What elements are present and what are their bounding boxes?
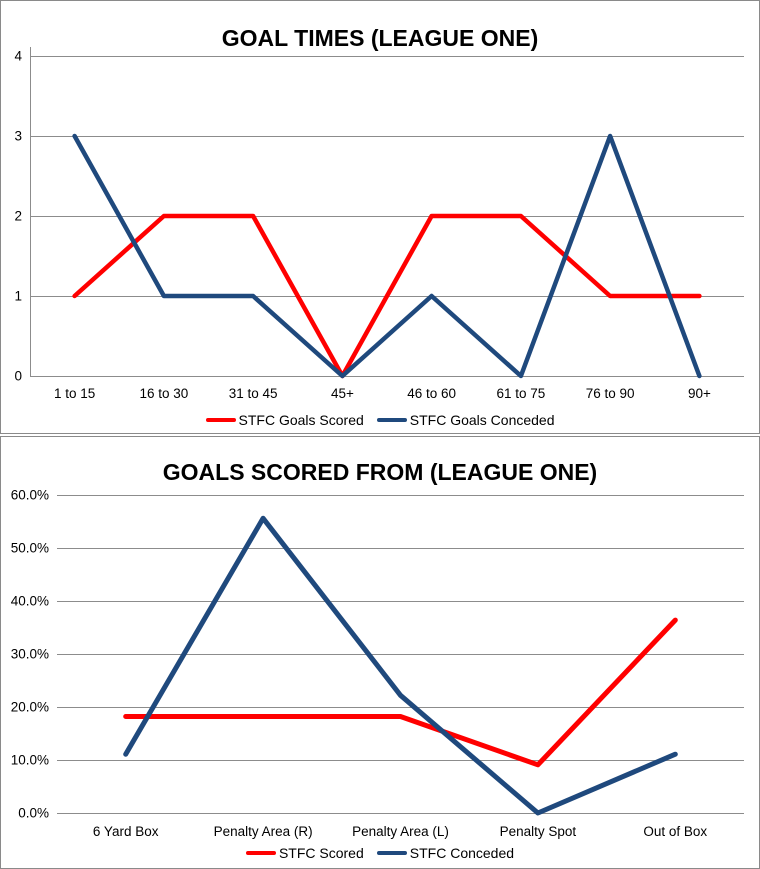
y-tick-label: 10.0% xyxy=(11,753,49,768)
y-tick-label: 30.0% xyxy=(11,647,49,662)
series-line xyxy=(123,617,678,768)
scored-series-swatch xyxy=(205,417,236,423)
x-category-label: 61 to 75 xyxy=(497,386,546,401)
goals-scored-from-legend: STFC Scored STFC Conceded xyxy=(1,845,759,861)
x-category-label: 31 to 45 xyxy=(229,386,278,401)
x-category-label: 1 to 15 xyxy=(54,386,95,401)
legend-item: STFC Goals Conceded xyxy=(376,412,555,428)
goal-times-plot-area: 0 1 2 3 4 1 to 15 16 to 30 31 to 45 45+ 46 to 60 6… xyxy=(14,47,744,401)
legend-label: STFC Conceded xyxy=(409,845,515,861)
x-category-label: 46 to 60 xyxy=(407,386,456,401)
conceded-series-swatch xyxy=(376,850,407,856)
x-category-label: Penalty Area (R) xyxy=(214,824,313,839)
y-tick-label: 1 xyxy=(14,289,22,304)
scored-series-swatch xyxy=(245,850,276,856)
legend-item: STFC Scored xyxy=(245,845,364,861)
x-category-label: Penalty Spot xyxy=(500,824,577,839)
series-line xyxy=(72,133,702,379)
legend-label: STFC Goals Conceded xyxy=(409,412,555,428)
legend-item: STFC Goals Scored xyxy=(205,412,364,428)
legend-label: STFC Goals Scored xyxy=(238,412,364,428)
y-tick-label: 50.0% xyxy=(11,541,49,556)
y-tick-label: 60.0% xyxy=(11,488,49,503)
goals-scored-from-chart-title: GOALS SCORED FROM (LEAGUE ONE) xyxy=(162,459,598,486)
y-tick-label: 40.0% xyxy=(11,594,49,609)
series-line xyxy=(123,515,678,816)
x-category-label: 76 to 90 xyxy=(586,386,635,401)
x-category-label: 16 to 30 xyxy=(140,386,189,401)
y-tick-label: 2 xyxy=(14,209,22,224)
legend-item: STFC Conceded xyxy=(376,845,515,861)
y-tick-label: 4 xyxy=(14,49,22,64)
conceded-series-swatch xyxy=(376,417,407,423)
goal-times-legend: STFC Goals Scored STFC Goals Conceded xyxy=(1,412,759,428)
x-category-label: 90+ xyxy=(688,386,711,401)
legend-label: STFC Scored xyxy=(278,845,364,861)
series-line xyxy=(72,213,702,379)
x-category-label: 6 Yard Box xyxy=(93,824,159,839)
y-tick-label: 0 xyxy=(14,369,22,384)
goal-times-chart-panel: 0 1 2 3 4 1 to 15 16 to 30 31 to 45 45+ 46 to 60 6… xyxy=(0,0,760,434)
y-tick-label: 0.0% xyxy=(18,806,49,821)
goals-scored-from-chart-panel: 0.0% 10.0% 20.0% 30.0% 40.0% 50.0% 60.0% 6 Yard… xyxy=(0,436,760,869)
x-category-label: Out of Box xyxy=(643,824,707,839)
goal-times-chart-title: GOAL TIMES (LEAGUE ONE) xyxy=(221,25,539,52)
goals-scored-from-plot-area: 0.0% 10.0% 20.0% 30.0% 40.0% 50.0% 60.0% 6 Yard… xyxy=(11,488,744,839)
x-category-label: 45+ xyxy=(331,386,354,401)
y-tick-label: 20.0% xyxy=(11,700,49,715)
y-tick-label: 3 xyxy=(14,129,22,144)
x-category-label: Penalty Area (L) xyxy=(352,824,449,839)
